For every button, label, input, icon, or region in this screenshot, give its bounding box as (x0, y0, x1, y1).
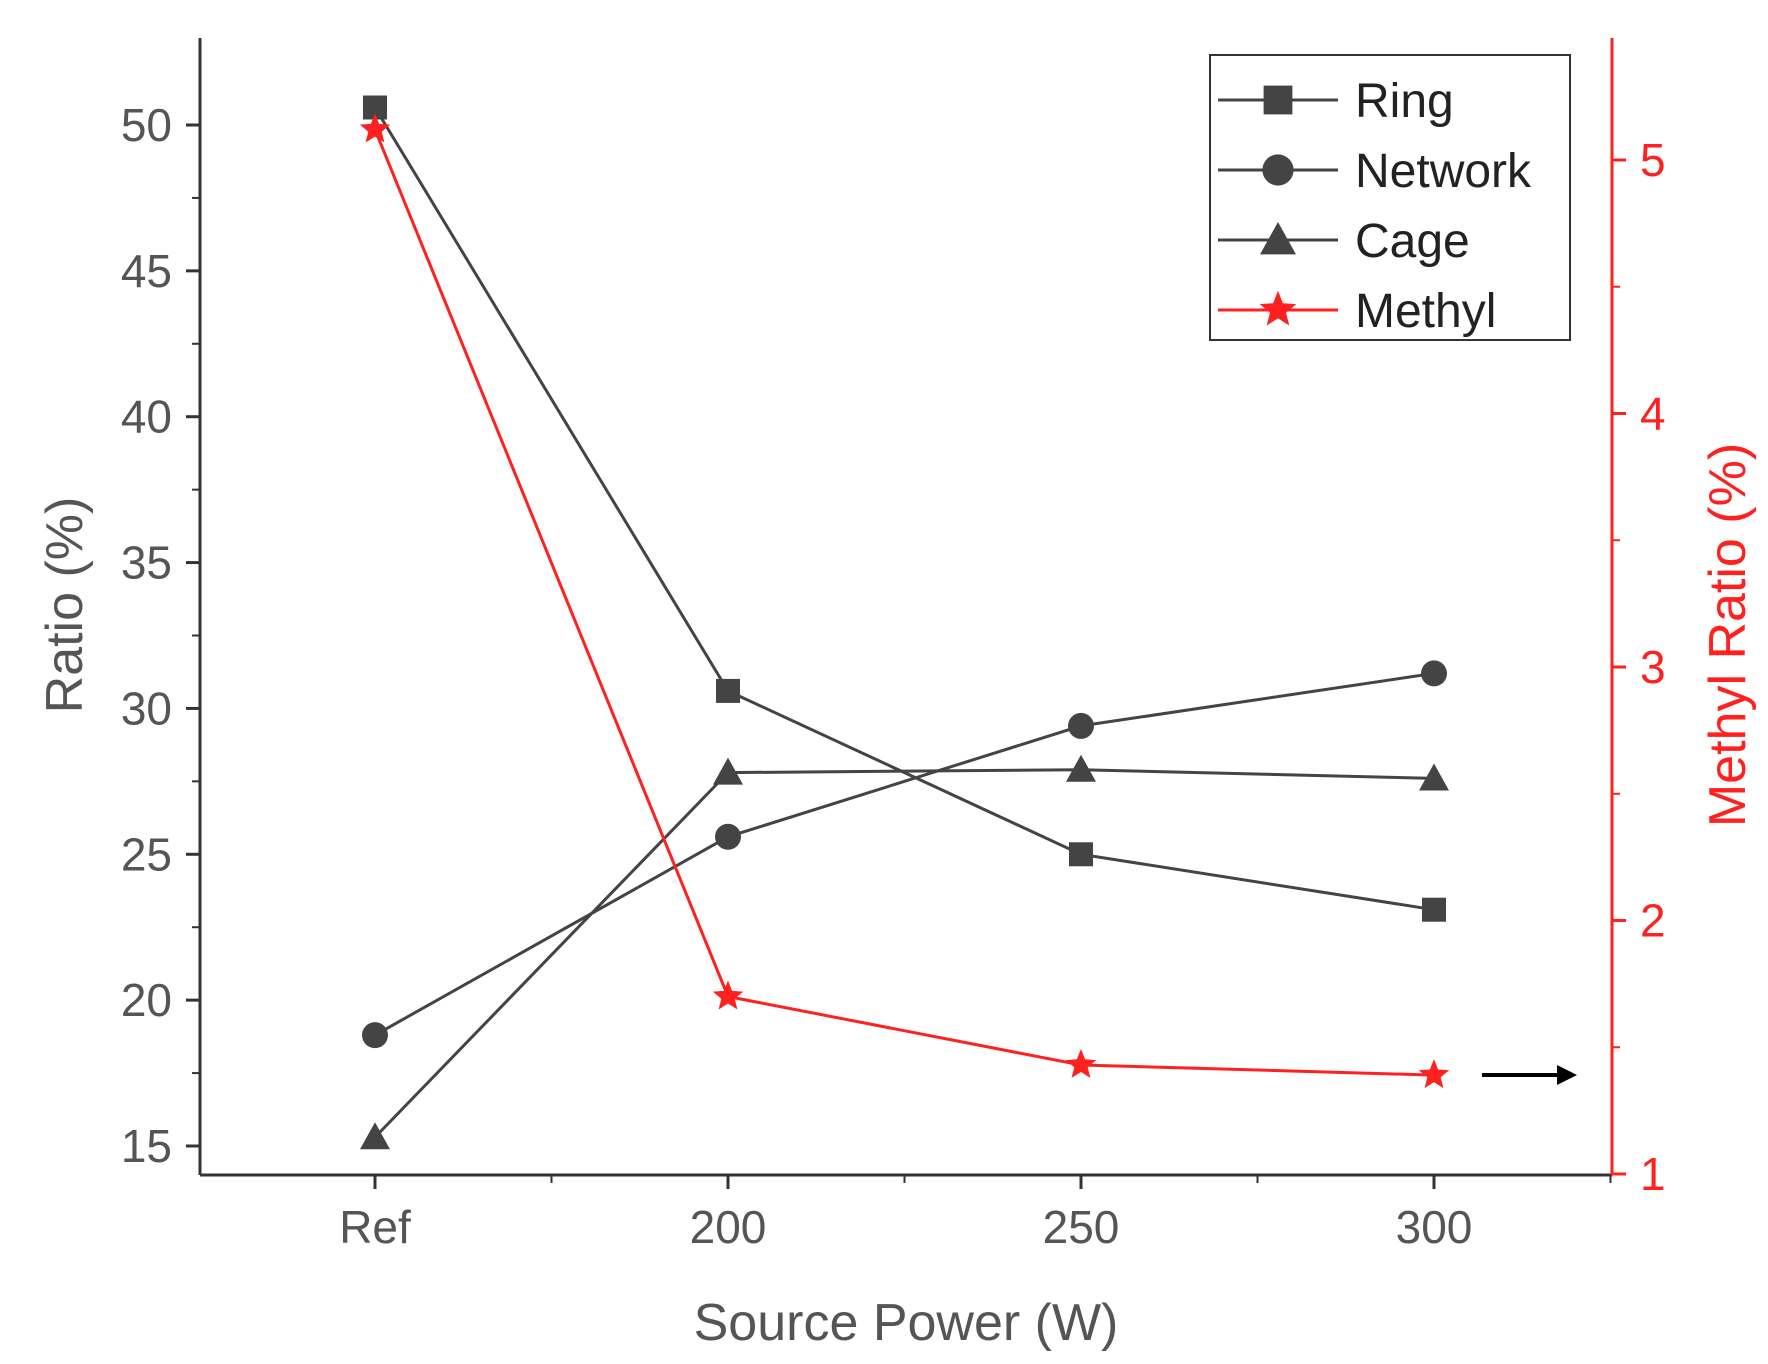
data-point (1421, 660, 1447, 687)
y-tick-label: 50 (121, 99, 172, 151)
legend-marker (1260, 222, 1296, 255)
legend-marker (1263, 85, 1293, 115)
data-point (1422, 897, 1446, 922)
series-network (362, 660, 1447, 1049)
y-tick-label: 30 (121, 682, 172, 734)
y-tick-label: 40 (121, 391, 172, 443)
x-tick-label: 250 (1043, 1201, 1120, 1253)
legend-item-ring: Ring (1218, 75, 1454, 128)
data-point (362, 1022, 388, 1049)
legend-marker (1259, 290, 1297, 326)
data-point (360, 1122, 390, 1150)
x-tick-label: Ref (339, 1201, 411, 1253)
y2-tick-label: 2 (1640, 895, 1666, 947)
data-point (1065, 1049, 1097, 1078)
data-point (713, 757, 743, 785)
y2-tick-label: 4 (1640, 388, 1666, 440)
series-line (374, 671, 1435, 1037)
legend-marker (1262, 154, 1294, 186)
legend-label: Network (1355, 145, 1532, 198)
series-line (373, 768, 1435, 1139)
legend-item-cage: Cage (1218, 215, 1470, 268)
legend-item-methyl: Methyl (1218, 285, 1496, 338)
right-axis-arrow (1482, 1065, 1577, 1085)
legend: Ring Network Cage Methyl (1209, 54, 1571, 341)
data-point (1418, 1059, 1450, 1089)
legend-label: Methyl (1355, 285, 1496, 338)
y2-tick-label: 1 (1640, 1148, 1666, 1200)
data-point (1068, 712, 1094, 739)
legend-item-network: Network (1218, 145, 1532, 198)
data-point (1419, 763, 1449, 791)
x-tick-label: 200 (690, 1201, 767, 1253)
x-tick-label: 300 (1396, 1201, 1473, 1253)
series-methyl (359, 113, 1450, 1089)
y2-tick-label: 3 (1640, 641, 1666, 693)
series-layer (359, 95, 1577, 1150)
data-point (712, 980, 744, 1010)
legend-label: Ring (1355, 75, 1454, 128)
series-line (373, 129, 1435, 1077)
y-tick-label: 45 (121, 245, 172, 297)
y-tick-label: 15 (121, 1120, 172, 1172)
x-axis-title: Source Power (W) (694, 1294, 1119, 1352)
y-tick-label: 25 (121, 828, 172, 880)
data-point (1066, 754, 1096, 782)
data-point (716, 678, 740, 703)
y-axis-title: Ratio (%) (36, 497, 94, 714)
series-cage (360, 754, 1449, 1150)
y2-axis-title: Methyl Ratio (%) (1699, 443, 1757, 827)
legend-label: Cage (1355, 215, 1470, 268)
arrow-head (1557, 1065, 1577, 1085)
data-point (715, 823, 741, 850)
y-tick-label: 35 (121, 537, 172, 589)
data-point (359, 113, 391, 143)
y2-tick-label: 5 (1640, 134, 1666, 186)
y-tick-label: 20 (121, 974, 172, 1026)
data-point (1069, 842, 1093, 867)
